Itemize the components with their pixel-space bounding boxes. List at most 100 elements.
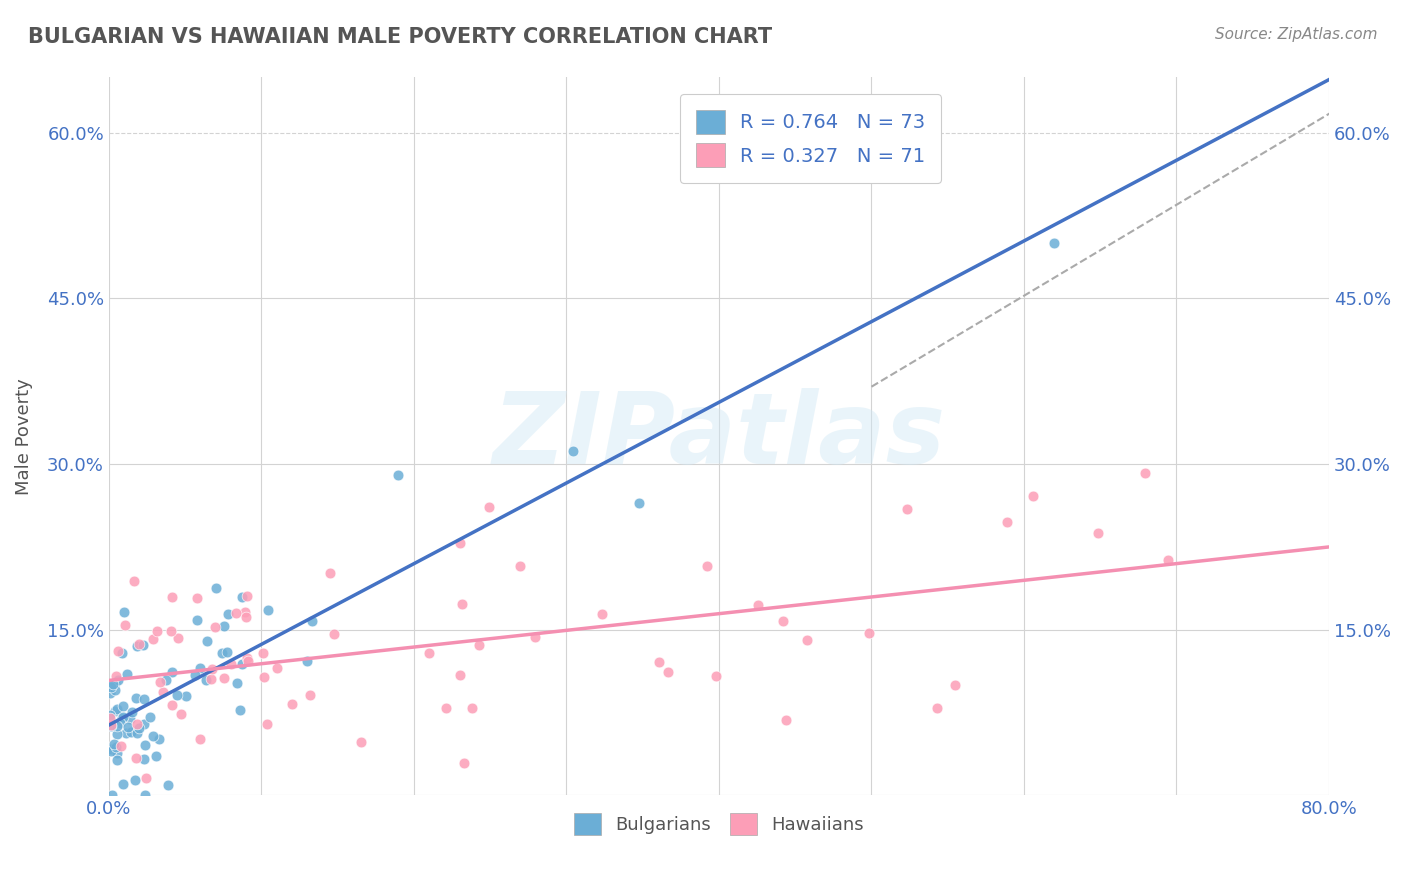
- Point: [105, 702, 128, 716]
- Point: [105, 753, 128, 767]
- Point: [100, 718, 122, 732]
- Point: [125, 725, 148, 739]
- Point: [256, 716, 278, 731]
- Point: [696, 559, 718, 574]
- Point: [1133, 467, 1156, 481]
- Point: [100, 681, 122, 695]
- Point: [1043, 236, 1066, 251]
- Legend: Bulgarians, Hawaiians: Bulgarians, Hawaiians: [565, 804, 873, 844]
- Point: [235, 609, 257, 624]
- Point: [166, 688, 188, 702]
- Point: [775, 713, 797, 727]
- Point: [142, 729, 165, 743]
- Point: [467, 638, 489, 652]
- Point: [211, 646, 233, 660]
- Point: [132, 717, 155, 731]
- Point: [125, 717, 148, 731]
- Point: [418, 646, 440, 660]
- Point: [204, 620, 226, 634]
- Point: [449, 668, 471, 682]
- Point: [449, 536, 471, 550]
- Point: [217, 607, 239, 621]
- Point: [146, 624, 169, 638]
- Point: [215, 645, 238, 659]
- Point: [266, 661, 288, 675]
- Point: [236, 589, 259, 603]
- Point: [301, 614, 323, 628]
- Point: [115, 726, 138, 740]
- Point: [111, 646, 134, 660]
- Point: [104, 704, 127, 718]
- Point: [212, 672, 235, 686]
- Point: [858, 625, 880, 640]
- Point: [1157, 553, 1180, 567]
- Point: [591, 607, 613, 621]
- Point: [252, 646, 274, 660]
- Point: [322, 627, 344, 641]
- Point: [225, 606, 247, 620]
- Point: [104, 675, 127, 690]
- Point: [387, 468, 409, 483]
- Point: [186, 591, 208, 605]
- Point: [111, 698, 134, 713]
- Point: [112, 605, 135, 619]
- Point: [104, 682, 127, 697]
- Point: [127, 639, 149, 653]
- Point: [184, 667, 207, 681]
- Point: [167, 632, 190, 646]
- Point: [648, 655, 671, 669]
- Point: [231, 590, 253, 604]
- Point: [509, 558, 531, 573]
- Point: [124, 772, 146, 787]
- Point: [350, 735, 373, 749]
- Point: [562, 444, 585, 458]
- Point: [117, 721, 139, 735]
- Point: [943, 678, 966, 692]
- Point: [1087, 525, 1109, 540]
- Point: [188, 732, 211, 747]
- Point: [160, 590, 183, 604]
- Point: [212, 618, 235, 632]
- Point: [236, 654, 259, 668]
- Point: [478, 500, 501, 514]
- Point: [627, 496, 650, 510]
- Point: [205, 581, 228, 595]
- Point: [174, 689, 197, 703]
- Point: [451, 597, 474, 611]
- Point: [453, 756, 475, 771]
- Point: [236, 651, 259, 665]
- Y-axis label: Male Poverty: Male Poverty: [15, 378, 32, 495]
- Point: [195, 673, 218, 687]
- Point: [159, 624, 181, 639]
- Point: [110, 715, 132, 730]
- Point: [139, 710, 162, 724]
- Point: [201, 662, 224, 676]
- Point: [148, 675, 170, 690]
- Point: [747, 599, 769, 613]
- Point: [434, 701, 457, 715]
- Point: [297, 655, 319, 669]
- Point: [115, 666, 138, 681]
- Point: [101, 677, 124, 691]
- Point: [152, 685, 174, 699]
- Point: [195, 634, 218, 648]
- Point: [100, 742, 122, 756]
- Text: Source: ZipAtlas.com: Source: ZipAtlas.com: [1215, 27, 1378, 42]
- Point: [927, 701, 949, 715]
- Point: [257, 602, 280, 616]
- Point: [100, 717, 122, 731]
- Point: [124, 751, 146, 765]
- Point: [98, 708, 121, 723]
- Point: [155, 673, 177, 688]
- Point: [233, 606, 256, 620]
- Point: [120, 712, 142, 726]
- Point: [186, 613, 208, 627]
- Point: [772, 614, 794, 628]
- Point: [148, 731, 170, 746]
- Point: [226, 675, 249, 690]
- Point: [125, 691, 148, 706]
- Point: [101, 789, 124, 803]
- Point: [1022, 490, 1045, 504]
- Point: [995, 516, 1018, 530]
- Point: [145, 749, 167, 764]
